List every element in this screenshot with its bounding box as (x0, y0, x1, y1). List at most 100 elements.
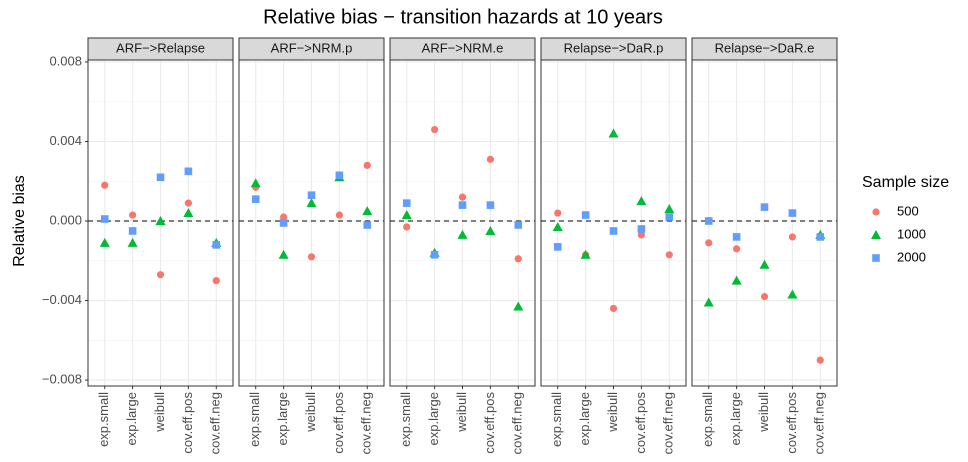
point (457, 229, 468, 239)
point (363, 161, 371, 169)
point (609, 227, 618, 235)
point (759, 259, 770, 269)
strip-label: ARF−>Relapse (116, 40, 205, 55)
point (129, 211, 137, 219)
point (486, 201, 495, 209)
point (609, 304, 618, 313)
point (513, 301, 524, 311)
point (760, 203, 769, 211)
point (514, 255, 522, 263)
point (554, 209, 562, 217)
strip (87, 37, 234, 61)
x-tick-label: exp.small (549, 392, 564, 447)
x-tick-label: weibull (605, 392, 620, 433)
legend-marker (872, 254, 880, 262)
point (431, 125, 439, 134)
strip (691, 37, 838, 61)
x-tick-label: cov.eff.neg (510, 392, 525, 454)
x-tick-label: cov.eff.neg (661, 392, 676, 454)
point (552, 221, 563, 231)
point (156, 271, 165, 279)
x-tick-label: exp.small (700, 392, 715, 447)
point (816, 233, 825, 241)
y-tick-label: 0.000 (49, 212, 82, 227)
y-tick-label: −0.008 (42, 371, 82, 386)
y-tick-label: −0.004 (42, 292, 82, 307)
point (581, 211, 590, 219)
x-tick-label: cov.eff.neg (359, 392, 374, 454)
point (458, 201, 467, 209)
point (732, 233, 741, 241)
point (279, 219, 288, 227)
point (704, 217, 713, 225)
point (212, 241, 221, 249)
point (362, 206, 373, 216)
x-tick-label: exp.large (275, 392, 290, 445)
x-tick-label: cov.eff.pos (180, 392, 195, 454)
legend-marker (871, 230, 881, 239)
point (307, 191, 316, 199)
legend-marker (872, 208, 880, 216)
point (99, 237, 110, 247)
x-tick-label: cov.eff.pos (482, 392, 497, 454)
point (128, 227, 137, 235)
point (278, 249, 289, 259)
y-tick-label: 0.008 (49, 53, 82, 68)
point (403, 223, 411, 231)
point (731, 275, 742, 285)
x-tick-label: weibull (303, 392, 318, 433)
legend-title: Sample size (862, 174, 949, 191)
legend-label: 1000 (897, 226, 926, 241)
strip-label: ARF−>NRM.e (422, 40, 504, 55)
point (636, 196, 647, 206)
point (335, 211, 343, 219)
x-tick-label: exp.large (728, 392, 743, 445)
point (703, 297, 714, 307)
x-tick-label: exp.large (124, 392, 139, 445)
point (665, 213, 674, 221)
x-tick-label: exp.small (96, 392, 111, 447)
x-tick-label: cov.eff.neg (208, 392, 223, 454)
x-tick-label: cov.eff.neg (812, 392, 827, 454)
point (156, 173, 165, 182)
point (608, 128, 619, 138)
point (553, 243, 562, 251)
point (183, 208, 194, 218)
point (250, 178, 261, 188)
x-tick-label: weibull (756, 392, 771, 433)
x-tick-label: exp.large (577, 392, 592, 445)
point (788, 233, 796, 241)
point (430, 251, 439, 259)
strip-label: Relapse−>DaR.e (715, 40, 815, 55)
point (637, 231, 645, 239)
point (100, 215, 109, 223)
point (127, 237, 138, 247)
point (184, 199, 192, 207)
x-tick-label: weibull (454, 392, 469, 433)
point (733, 245, 741, 253)
point (664, 204, 675, 214)
x-tick-label: exp.large (426, 392, 441, 445)
point (251, 195, 260, 203)
point (402, 199, 411, 207)
point (307, 253, 316, 261)
x-tick-label: cov.eff.pos (784, 392, 799, 454)
x-tick-label: exp.small (398, 392, 413, 447)
point (580, 249, 591, 259)
legend-label: 500 (897, 203, 919, 218)
point (155, 216, 166, 226)
point (486, 155, 494, 163)
point (816, 356, 824, 364)
y-axis-label: Relative bias (11, 175, 28, 267)
strip (389, 37, 536, 61)
x-tick-label: weibull (152, 392, 167, 433)
point (184, 167, 193, 176)
strip (540, 37, 687, 61)
legend-label: 2000 (897, 249, 926, 264)
strip-label: Relapse−>DaR.p (564, 40, 664, 55)
point (705, 239, 713, 247)
point (458, 193, 467, 201)
point (485, 225, 496, 235)
point (665, 251, 673, 259)
